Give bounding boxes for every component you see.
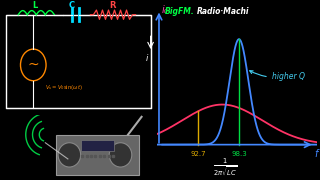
Text: higher Q: higher Q — [250, 71, 305, 81]
Text: Radio·Machi: Radio·Machi — [197, 7, 249, 16]
Text: 92.7: 92.7 — [190, 151, 206, 157]
Bar — [81, 140, 115, 151]
Circle shape — [109, 143, 132, 167]
Circle shape — [58, 143, 81, 167]
Text: $\frac{1}{2\pi\sqrt{LC}}$: $\frac{1}{2\pi\sqrt{LC}}$ — [213, 156, 238, 178]
Text: i: i — [146, 54, 148, 63]
Text: ~: ~ — [28, 58, 39, 72]
Text: f: f — [314, 149, 317, 159]
Text: $V_s=V_0\sin(\omega t)$: $V_s=V_0\sin(\omega t)$ — [45, 83, 83, 92]
Text: i₀: i₀ — [161, 5, 168, 15]
Text: BigFM.: BigFM. — [165, 7, 195, 16]
Bar — [6, 15, 151, 108]
Bar — [56, 135, 139, 175]
Text: L: L — [32, 1, 37, 10]
Text: R: R — [110, 1, 116, 10]
Text: C: C — [68, 1, 75, 10]
Text: 98.3: 98.3 — [231, 151, 247, 157]
